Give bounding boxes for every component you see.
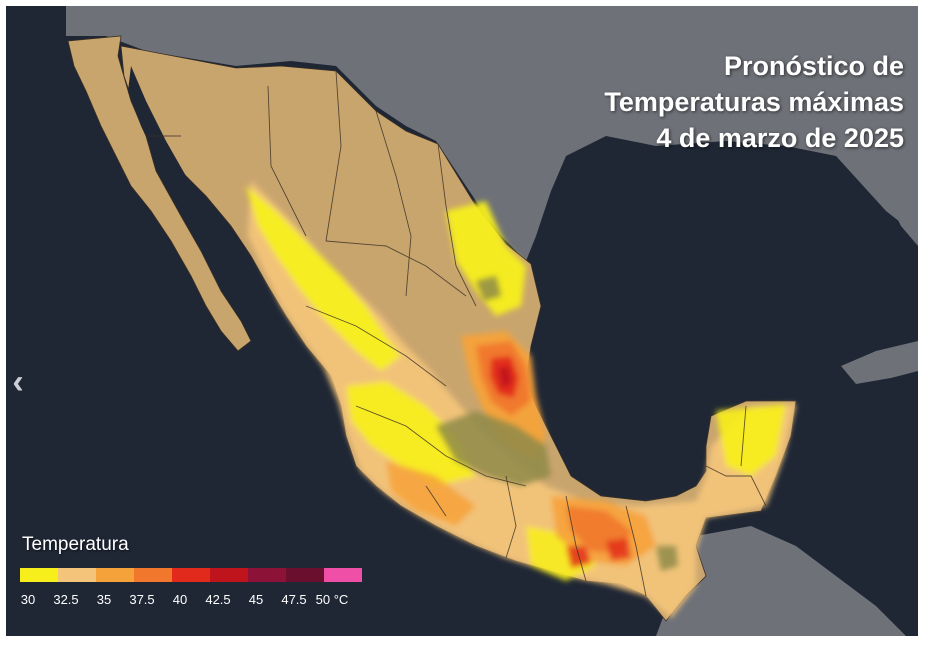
state-borders xyxy=(146,70,767,597)
gulf-of-california xyxy=(128,66,246,276)
legend-tick-label: 32.5 xyxy=(53,592,79,607)
legend-swatch xyxy=(134,568,172,582)
central-america xyxy=(656,526,906,636)
legend-tick-label: 40 xyxy=(172,592,188,607)
legend-swatch xyxy=(58,568,96,582)
legend-tick-label: 37.5 xyxy=(129,592,155,607)
temperature-map xyxy=(6,6,918,636)
legend-swatch xyxy=(324,568,362,582)
usa-landmass xyxy=(66,6,918,261)
legend-swatch xyxy=(286,568,324,582)
title-line-2: Temperaturas máximas xyxy=(604,87,904,117)
legend-tick-label: 42.5 xyxy=(205,592,231,607)
legend-tick-label: 45 xyxy=(248,592,264,607)
legend-swatch xyxy=(172,568,210,582)
legend-swatch xyxy=(20,568,58,582)
title-line-1: Pronóstico de xyxy=(723,51,904,81)
legend-swatch xyxy=(248,568,286,582)
temperature-legend: Temperatura 30 32.5 35 37.5 40 42.5 45 47.5 50 °… xyxy=(18,534,398,612)
prev-arrow-icon[interactable]: ‹ xyxy=(12,362,24,401)
map-frame: Pronóstico de Temperaturas máximas 4 de … xyxy=(6,6,918,636)
legend-tick-label: 47.5 xyxy=(281,592,307,607)
legend-title: Temperatura xyxy=(22,534,129,555)
legend-swatch xyxy=(210,568,248,582)
highlands xyxy=(436,276,678,571)
legend-color-bar xyxy=(20,568,398,582)
legend-tick-label: 35 xyxy=(96,592,112,607)
florida xyxy=(866,146,918,246)
title-line-3: 4 de marzo de 2025 xyxy=(656,123,904,153)
map-title: Pronóstico de Temperaturas máximas 4 de … xyxy=(604,48,904,156)
legend-ticks: 30 32.5 35 37.5 40 42.5 45 47.5 50 °C xyxy=(18,592,398,612)
legend-tick-label: 50 °C xyxy=(315,592,349,607)
legend-swatch xyxy=(96,568,134,582)
cuba xyxy=(841,341,918,384)
legend-tick-label: 30 xyxy=(20,592,36,607)
